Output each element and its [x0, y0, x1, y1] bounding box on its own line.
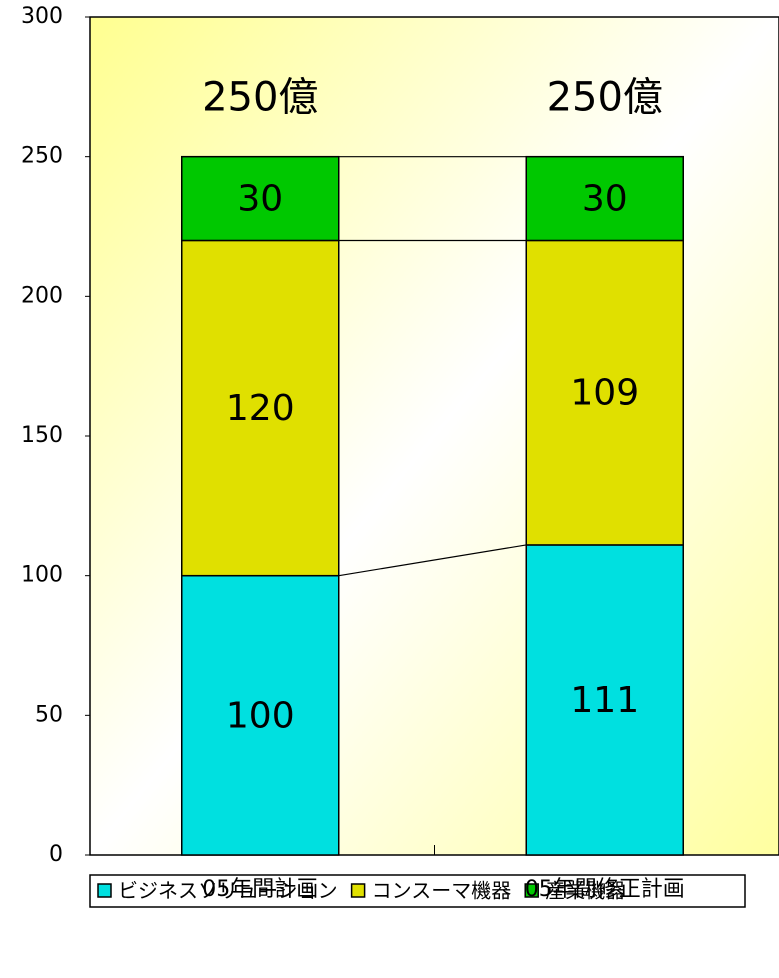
legend-label: 産業機器 — [545, 879, 625, 903]
y-tick-label: 200 — [21, 283, 63, 308]
bar-segment — [525, 544, 684, 856]
y-tick-label: 300 — [21, 4, 63, 29]
legend-label: コンスーマ機器 — [372, 879, 512, 903]
legend-swatch — [97, 883, 112, 898]
data-label: 120 — [226, 388, 295, 429]
bar-segment — [525, 239, 684, 546]
data-label: 30 — [237, 179, 283, 220]
legend-box — [89, 874, 746, 908]
data-label: 30 — [582, 179, 628, 220]
legend-label: ビジネスソリューション — [118, 879, 338, 903]
data-label: 111 — [570, 680, 639, 721]
total-label: 250億 — [202, 75, 318, 121]
legend-swatch — [350, 883, 366, 898]
legend: ビジネスソリューション コンスーマ機器 産業機器 — [89, 874, 746, 908]
legend-swatch — [524, 883, 539, 898]
bar-segment — [181, 239, 340, 577]
connector-line — [338, 544, 527, 577]
bar-segment — [525, 155, 684, 242]
x-tick-label: 05年間修正計画 — [525, 877, 685, 902]
x-tick-label: 05年間計画 — [202, 877, 318, 902]
y-tick-label: 100 — [21, 563, 63, 588]
y-tick-label: 50 — [35, 702, 63, 727]
total-label: 250億 — [547, 75, 663, 121]
bar-segment — [181, 155, 340, 242]
y-tick-label: 250 — [21, 144, 63, 169]
data-label: 100 — [226, 695, 295, 736]
y-tick-label: 150 — [21, 423, 63, 448]
y-tick-label: 0 — [49, 842, 63, 867]
data-label: 109 — [570, 373, 639, 414]
bar-segment — [181, 574, 340, 856]
